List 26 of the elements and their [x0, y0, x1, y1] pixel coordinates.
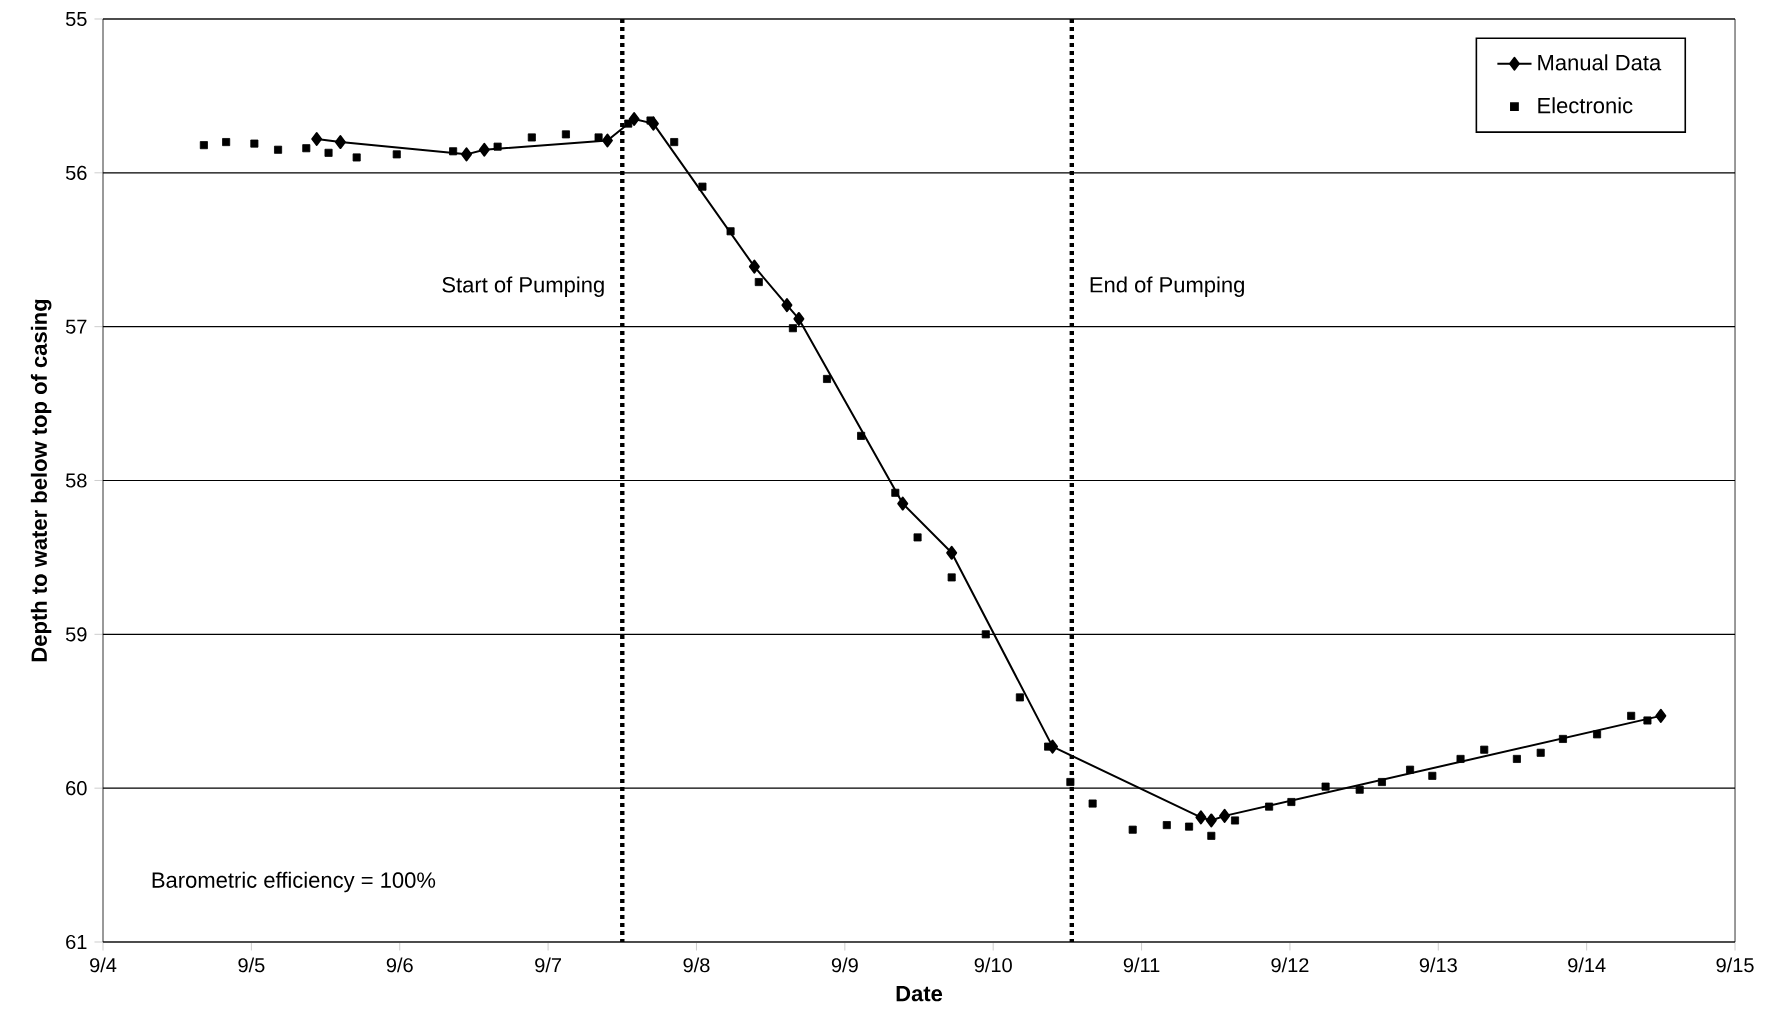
- x-tick-label: 9/14: [1568, 957, 1606, 973]
- x-tick-label: 9/7: [535, 957, 562, 973]
- y-tick-label: 61: [66, 934, 87, 950]
- x-tick-label: 9/13: [1419, 957, 1457, 973]
- y-tick-label: 57: [65, 319, 87, 334]
- ref-line-label: Start of Pumping: [442, 276, 604, 297]
- y-tick-label: 59: [65, 627, 87, 642]
- y-tick-label: 58: [65, 473, 87, 488]
- x-tick-label: 9/10: [974, 957, 1012, 973]
- legend-label: Manual Data: [1538, 54, 1662, 71]
- x-tick-label: 9/5: [238, 957, 265, 973]
- x-tick-label: 9/15: [1716, 957, 1754, 973]
- y-tick-label: 56: [65, 165, 87, 180]
- x-tick-label: 9/6: [386, 957, 413, 973]
- x-tick-label: 9/4: [90, 957, 117, 973]
- y-tick-label: 60: [66, 781, 87, 796]
- x-tick-label: 9/9: [831, 957, 858, 973]
- ref-line-label: End of Pumping: [1090, 276, 1244, 297]
- legend-label: Electronic: [1538, 97, 1633, 114]
- y-axis-title: Depth to water below top of casing: [30, 299, 52, 662]
- annotation: Barometric efficiency = 100%: [152, 871, 436, 893]
- x-axis-title: Date: [896, 986, 943, 1002]
- x-tick-label: 9/12: [1271, 957, 1309, 973]
- x-tick-label: 9/11: [1123, 957, 1160, 973]
- x-tick-label: 9/8: [683, 957, 710, 973]
- y-tick-label: 55: [65, 12, 87, 26]
